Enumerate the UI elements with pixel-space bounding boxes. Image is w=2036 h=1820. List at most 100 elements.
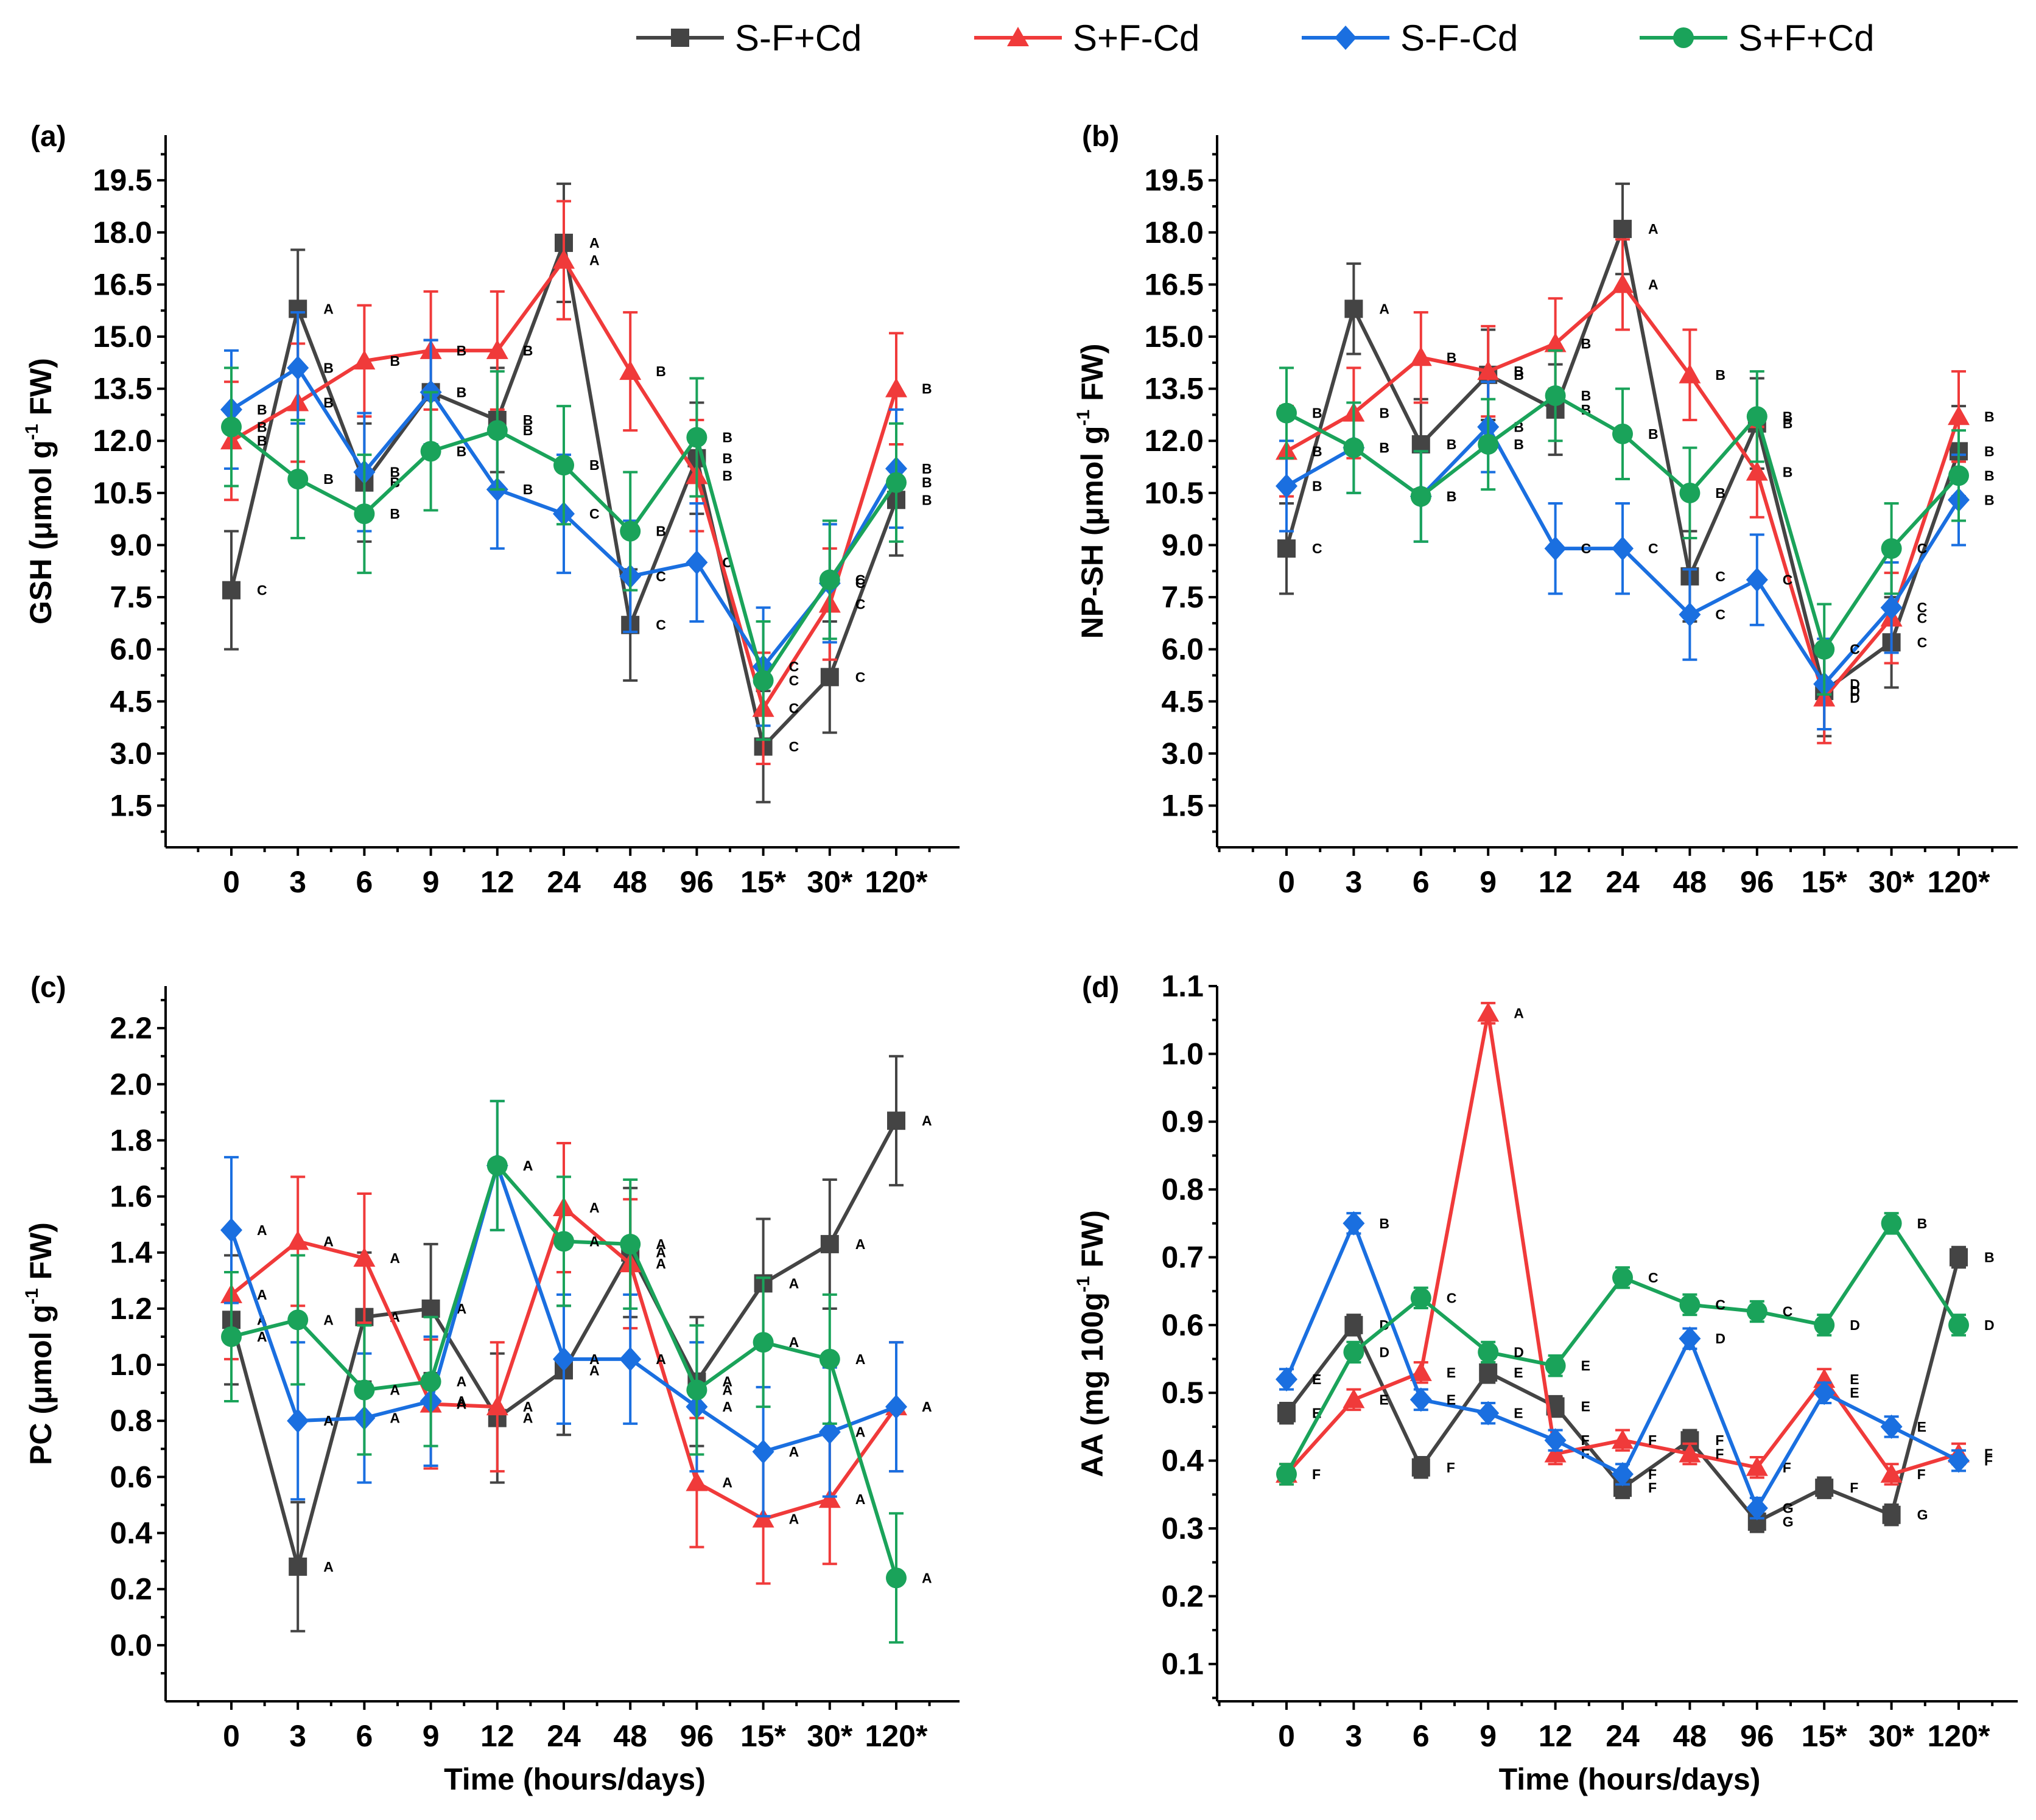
- data-point: [819, 1348, 840, 1370]
- data-point: [1409, 1387, 1432, 1412]
- data-point: [1880, 1414, 1903, 1439]
- panel-label: (b): [1082, 121, 1119, 153]
- significance-label: C: [1312, 541, 1322, 556]
- significance-label: A: [457, 1396, 467, 1412]
- significance-label: D: [1850, 690, 1860, 706]
- y-tick-label: 13.5: [93, 372, 152, 406]
- y-tick-label: 1.0: [1161, 1037, 1204, 1071]
- x-tick-label: 3: [1345, 1719, 1362, 1753]
- legend-marker-S+F-Cd: [1007, 27, 1029, 46]
- y-tick-label: 4.5: [110, 684, 152, 718]
- significance-label: A: [1379, 301, 1389, 317]
- data-point: [1277, 1404, 1296, 1423]
- y-axis-title-main: NP-SH (μmol g: [1075, 425, 1109, 639]
- significance-label: D: [1850, 676, 1860, 692]
- x-tick-label: 30*: [807, 865, 853, 899]
- significance-label: E: [1514, 1405, 1523, 1421]
- y-tick-label: 0.9: [1161, 1105, 1204, 1139]
- significance-label: B: [1783, 416, 1793, 432]
- x-tick-label: 6: [1413, 1719, 1430, 1753]
- y-tick-label: 0.7: [1161, 1240, 1204, 1274]
- significance-label: B: [457, 343, 467, 359]
- y-tick-label: 12.0: [1145, 424, 1204, 458]
- data-point: [1613, 220, 1632, 239]
- x-tick-label: 48: [613, 865, 647, 899]
- significance-label: C: [656, 569, 666, 584]
- significance-label: C: [589, 506, 600, 522]
- y-tick-label: 6.0: [1161, 632, 1204, 667]
- y-tick-label: 1.2: [110, 1292, 152, 1326]
- legend-label-S+F+Cd: S+F+Cd: [1738, 18, 1874, 58]
- y-tick-label: 0.8: [110, 1404, 152, 1438]
- data-point: [1612, 423, 1633, 444]
- x-tick-label: 30*: [807, 1719, 853, 1753]
- significance-label: B: [1514, 436, 1524, 452]
- significance-label: B: [323, 394, 334, 410]
- significance-label: B: [390, 353, 400, 369]
- significance-label: F: [1581, 1432, 1590, 1448]
- significance-label: A: [722, 1475, 732, 1491]
- significance-label: B: [1312, 405, 1322, 421]
- data-point: [753, 1332, 774, 1353]
- significance-label: A: [457, 1374, 467, 1390]
- data-point: [1679, 1294, 1701, 1315]
- significance-label: C: [1715, 607, 1725, 623]
- significance-label: C: [1917, 634, 1928, 650]
- significance-label: F: [1648, 1480, 1657, 1496]
- significance-label: A: [390, 1250, 400, 1266]
- data-point: [1746, 1456, 1768, 1476]
- significance-label: C: [789, 659, 799, 674]
- data-point: [553, 249, 575, 269]
- data-point: [287, 355, 309, 380]
- significance-label: B: [323, 471, 334, 487]
- x-tick-label: 6: [1413, 865, 1430, 899]
- data-point: [287, 1309, 309, 1331]
- x-tick-label: 15*: [1802, 865, 1848, 899]
- significance-label: A: [789, 1275, 799, 1291]
- y-tick-label: 0.2: [1161, 1579, 1204, 1613]
- x-tick-label: 120*: [865, 1719, 928, 1753]
- x-tick-label: 0: [1278, 865, 1295, 899]
- significance-label: A: [789, 1511, 799, 1527]
- data-point: [1948, 1448, 1970, 1473]
- data-point: [221, 1326, 242, 1347]
- y-tick-label: 16.5: [1145, 267, 1204, 301]
- data-point: [1612, 1429, 1634, 1449]
- significance-label: B: [722, 430, 732, 446]
- significance-label: B: [1783, 464, 1793, 480]
- data-point: [1948, 405, 1970, 425]
- significance-label: B: [1447, 489, 1457, 505]
- data-point: [1746, 1301, 1767, 1322]
- significance-label: B: [1984, 492, 1995, 508]
- significance-label: F: [1984, 1453, 1993, 1469]
- y-tick-label: 9.0: [110, 528, 152, 562]
- y-axis-title-rest: FW): [1075, 1210, 1109, 1276]
- y-tick-label: 19.5: [1145, 163, 1204, 197]
- data-point: [619, 360, 642, 380]
- significance-label: B: [257, 402, 267, 418]
- data-point: [1815, 1479, 1834, 1497]
- data-point: [1746, 406, 1767, 427]
- significance-label: F: [1648, 1432, 1657, 1448]
- data-point: [354, 503, 375, 525]
- x-tick-label: 96: [1740, 865, 1774, 899]
- legend-marker-S+F+Cd: [1673, 27, 1694, 48]
- y-axis-title-superscript: -1: [22, 1288, 42, 1304]
- significance-label: C: [1783, 572, 1793, 588]
- x-axis-title: Time (hours/days): [1499, 1762, 1761, 1796]
- significance-label: F: [1648, 1466, 1657, 1482]
- y-tick-label: 0.6: [110, 1460, 152, 1494]
- data-point: [619, 1346, 642, 1371]
- y-tick-label: 0.2: [110, 1572, 152, 1606]
- x-tick-label: 3: [1345, 865, 1362, 899]
- significance-label: F: [1715, 1446, 1724, 1461]
- significance-label: A: [722, 1374, 732, 1390]
- data-point: [752, 1439, 774, 1464]
- panel-label: (c): [30, 971, 66, 1004]
- y-axis-title-main: AA (mg 100g: [1075, 1292, 1109, 1477]
- data-point: [220, 1217, 242, 1242]
- data-point: [486, 420, 508, 441]
- significance-label: B: [457, 443, 467, 459]
- significance-label: F: [1447, 1460, 1455, 1475]
